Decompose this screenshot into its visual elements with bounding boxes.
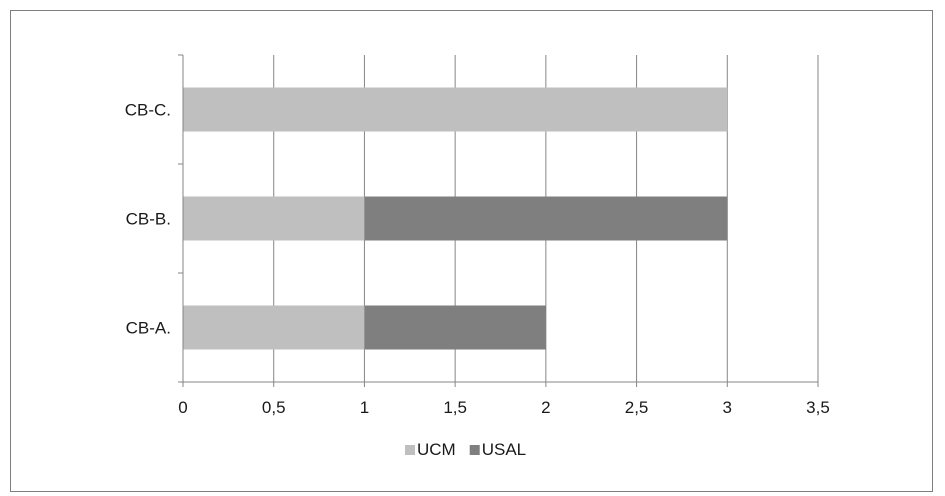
category-label: CB-C. bbox=[125, 101, 171, 120]
x-tick-label: 2 bbox=[541, 398, 550, 417]
category-label: CB-A. bbox=[126, 319, 171, 338]
x-tick-label: 3 bbox=[723, 398, 732, 417]
x-tick-label: 0 bbox=[178, 398, 187, 417]
x-tick-label: 2,5 bbox=[625, 398, 649, 417]
x-tick-label: 1 bbox=[360, 398, 369, 417]
legend-label-usal: USAL bbox=[482, 440, 526, 459]
bar-usal-cbb bbox=[364, 196, 728, 241]
bars bbox=[183, 87, 728, 350]
x-tick-label: 3,5 bbox=[806, 398, 830, 417]
bar-usal-cba bbox=[364, 305, 546, 350]
bar-ucm-cbc bbox=[183, 87, 728, 132]
x-tick-label: 1,5 bbox=[443, 398, 467, 417]
bar-ucm-cba bbox=[183, 305, 365, 350]
legend-label-ucm: UCM bbox=[417, 440, 456, 459]
legend-swatch-ucm bbox=[405, 445, 415, 455]
axes bbox=[178, 54, 819, 387]
legend: UCM USAL bbox=[405, 440, 526, 459]
bar-ucm-cbb bbox=[183, 196, 365, 241]
labels: CB-A. CB-B. CB-C. 0 0,5 1 1,5 2 2,5 3 3,5 bbox=[125, 101, 830, 418]
legend-swatch-usal bbox=[469, 445, 480, 455]
x-tick-label: 0,5 bbox=[262, 398, 286, 417]
category-label: CB-B. bbox=[126, 210, 171, 229]
